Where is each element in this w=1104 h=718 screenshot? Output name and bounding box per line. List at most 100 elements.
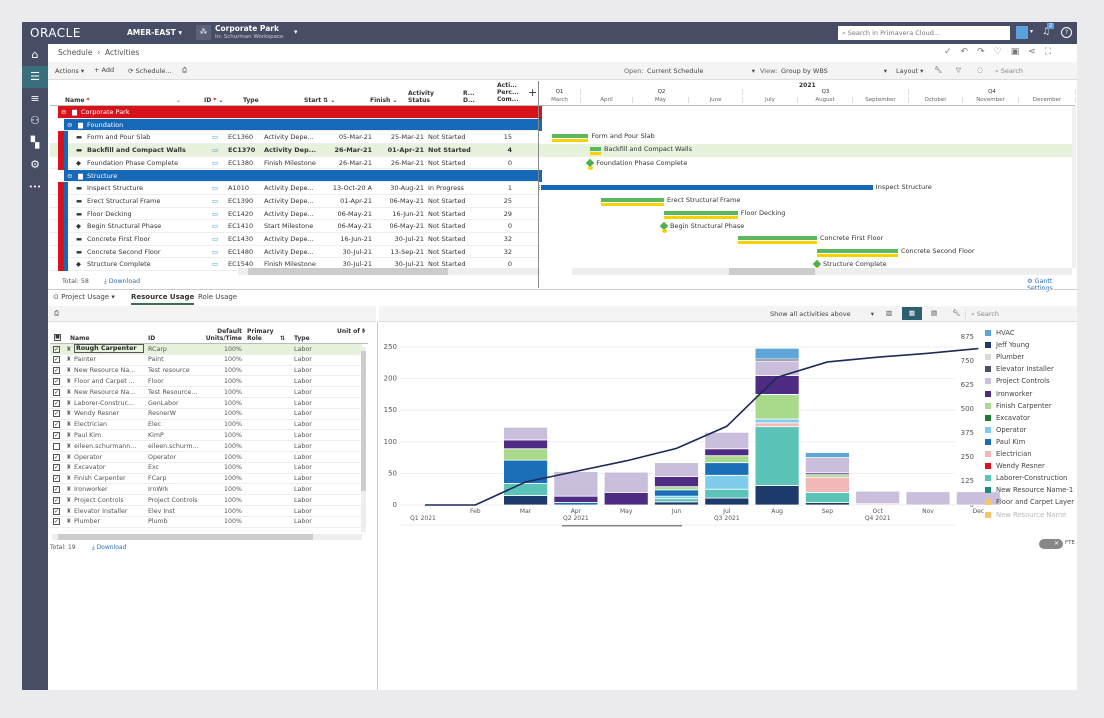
chart-search-input[interactable]: ⌕ Search (965, 310, 999, 319)
table-scroll-thumb[interactable] (248, 268, 448, 275)
bar-segment-laborer-construction[interactable] (754, 426, 800, 486)
tab-resource-usage[interactable]: Resource Usage (131, 293, 195, 305)
pane-divider[interactable] (48, 289, 1077, 290)
bar-segment-ironworker[interactable] (503, 439, 549, 450)
bar-segment-paul-kim[interactable] (654, 489, 699, 497)
resource-checkbox[interactable]: ✓ (53, 496, 60, 504)
resource-checkbox[interactable]: ✓ (53, 377, 60, 385)
splitter[interactable] (377, 322, 378, 690)
bar-segment-laborer-construction[interactable] (704, 488, 750, 499)
activity-row[interactable]: ⚙ ▬ Backfill and Compact Walls ▭ EC1370 … (50, 144, 540, 158)
comment-icon[interactable]: ▭ (212, 133, 219, 142)
gantt-bar[interactable] (601, 197, 664, 202)
col-name[interactable]: Name * (65, 97, 90, 104)
fullscreen-icon[interactable]: ⛶ (1044, 47, 1061, 57)
comment-icon[interactable]: ▭ (212, 146, 219, 155)
resource-checkbox[interactable]: ✓ (53, 507, 60, 515)
legend-item[interactable]: Paul Kim (985, 438, 1025, 446)
resources-download-link[interactable]: ⤓ Download (92, 544, 127, 551)
add-button[interactable]: + Add (94, 66, 115, 74)
layout-menu[interactable]: Layout ▾ (896, 67, 924, 75)
bar-segment-jeff-young[interactable] (654, 501, 699, 506)
export-icon[interactable]: ▣ (1010, 47, 1029, 57)
fte-toggle[interactable]: ✕ (1039, 539, 1063, 549)
bar-segment-project-controls[interactable] (855, 490, 901, 505)
bar-segment-paul-kim[interactable] (704, 462, 750, 476)
resource-row[interactable]: ✓ ♜ Floor and Carpet ... Floor 100% Labo… (50, 376, 362, 388)
activity-row[interactable]: ▬ Concrete First Floor ▭ EC1430 Activity… (50, 233, 540, 246)
comment-icon[interactable]: ▭ (212, 222, 219, 231)
legend-item[interactable]: Floor and Carpet Layer (985, 498, 1074, 506)
more-icon[interactable]: ••• (28, 183, 42, 191)
bar-segment-project-controls[interactable] (603, 471, 649, 493)
bar-segment-finish-carpenter[interactable] (704, 455, 750, 464)
resource-checkbox[interactable]: ✓ (53, 453, 60, 461)
activity-row[interactable]: ◆ Begin Structural Phase ▭ EC1410 Start … (50, 220, 540, 234)
res-col-name[interactable]: Name (70, 335, 90, 342)
resource-row[interactable]: ✓ ♜ Electrician Elec 100% Labor (50, 420, 362, 431)
col-percent-complete[interactable]: Acti... Perc... Com... (497, 82, 519, 103)
activities-search-input[interactable]: ⌕ Search (995, 67, 1024, 75)
gantt-scroll-thumb[interactable] (729, 268, 815, 275)
comment-icon[interactable]: ▭ (212, 235, 219, 243)
home-icon[interactable]: ⌂ (31, 48, 39, 61)
bar-segment-jeff-young[interactable] (704, 497, 750, 506)
bar-chart-icon[interactable]: ▥ (886, 309, 893, 317)
activity-row[interactable]: ▬ Erect Structural Frame ▭ EC1390 Activi… (50, 194, 540, 208)
activity-filter-select[interactable]: Show all activities above ▾ (770, 310, 874, 318)
actions-menu[interactable]: Actions ▾ (55, 67, 85, 75)
refresh-icon[interactable]: ◌ (977, 66, 983, 74)
settings-icon[interactable]: ⚙ (30, 158, 40, 171)
table-scrollbar[interactable] (238, 268, 538, 275)
bar-segment-paul-kim[interactable] (503, 459, 549, 484)
bell-icon[interactable]: ♫ (1042, 27, 1051, 37)
legend-item[interactable]: Electrician (985, 450, 1032, 458)
resource-row[interactable]: ✓ ♜ Rough Carpenter RCarp 100% Labor (50, 344, 362, 355)
cumulative-line[interactable] (425, 347, 979, 506)
resource-row[interactable]: ✓ ♜ Laborer-Construc... GenLabor 100% La… (50, 398, 362, 409)
check-icon[interactable]: ✓ (944, 47, 961, 57)
dashboard-icon[interactable]: ▚ (30, 136, 40, 149)
resource-row[interactable]: ✓ ♜ Painter Paint 100% Labor (50, 355, 362, 366)
legend-item[interactable]: Jeff Young (985, 341, 1029, 349)
activity-row[interactable]: ◆ Foundation Phase Complete ▭ EC1380 Fin… (50, 156, 540, 170)
print-icon[interactable]: ⎙ (182, 66, 188, 74)
bar-segment-electrician[interactable] (754, 422, 800, 428)
resource-checkbox[interactable]: ✓ (53, 388, 60, 396)
collapse-icon[interactable]: ⊖ (61, 108, 67, 116)
bar-segment-jeff-young[interactable] (503, 495, 549, 506)
sort-icon[interactable]: ⇅ (280, 335, 286, 342)
bar-segment-ironworker[interactable] (654, 476, 699, 488)
legend-item[interactable]: Ironworker (985, 390, 1032, 398)
gantt-scrollbar[interactable] (572, 268, 1072, 275)
activity-row[interactable]: ▬ Floor Decking ▭ EC1420 Activity Depe..… (50, 207, 540, 221)
resource-row[interactable]: ✓ ♜ Plumber Plumb 100% Labor (50, 517, 362, 528)
col-status[interactable]: Activity Status (408, 90, 434, 104)
resource-row[interactable]: ✓ ♜ Paul Kim KimP 100% Labor (50, 430, 362, 442)
gantt-settings-link[interactable]: ⚙ Gantt Settings (1027, 278, 1077, 292)
gantt-bar[interactable] (541, 185, 873, 191)
bar-segment-project-controls[interactable] (704, 431, 750, 450)
res-col-uom[interactable]: Unit of Measure (337, 328, 365, 335)
list-icon[interactable]: ≡ (30, 92, 40, 105)
resource-horizontal-scrollbar[interactable] (52, 534, 362, 540)
col-name-menu[interactable]: ⌄ (176, 97, 182, 104)
resource-hscroll-thumb[interactable] (58, 534, 313, 540)
wrench-icon[interactable]: 🔧︎ (952, 309, 961, 317)
col-remaining-duration[interactable]: R... D... (463, 90, 475, 104)
resource-checkbox[interactable]: ✓ (53, 345, 60, 353)
bar-segment-laborer-construction[interactable] (654, 498, 699, 503)
legend-item[interactable]: Operator (985, 426, 1026, 434)
gantt-bar[interactable] (590, 147, 601, 152)
comment-icon[interactable]: ▭ (212, 158, 219, 167)
open-select[interactable]: Current Schedule ▾ (647, 67, 755, 75)
wbs-row[interactable]: ⊖ ▆ Corporate Park (58, 106, 540, 119)
wbs-row[interactable]: ⊖ ▆ Foundation (64, 118, 540, 132)
breadcrumb-schedule[interactable]: Schedule (58, 48, 93, 57)
gantt-bar[interactable] (552, 134, 589, 139)
resource-checkbox[interactable]: ✓ (53, 399, 60, 407)
legend-item[interactable]: Elevator Installer (985, 365, 1054, 373)
resource-checkbox[interactable] (53, 442, 60, 450)
view-select[interactable]: Group by WBS ▾ (781, 67, 887, 75)
tab-project-usage[interactable]: ⊙ Project Usage ▾ (53, 293, 115, 301)
